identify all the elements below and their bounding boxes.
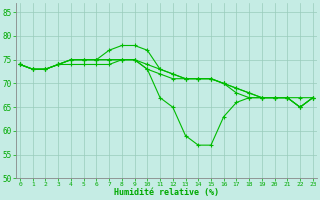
X-axis label: Humidité relative (%): Humidité relative (%) bbox=[114, 188, 219, 197]
